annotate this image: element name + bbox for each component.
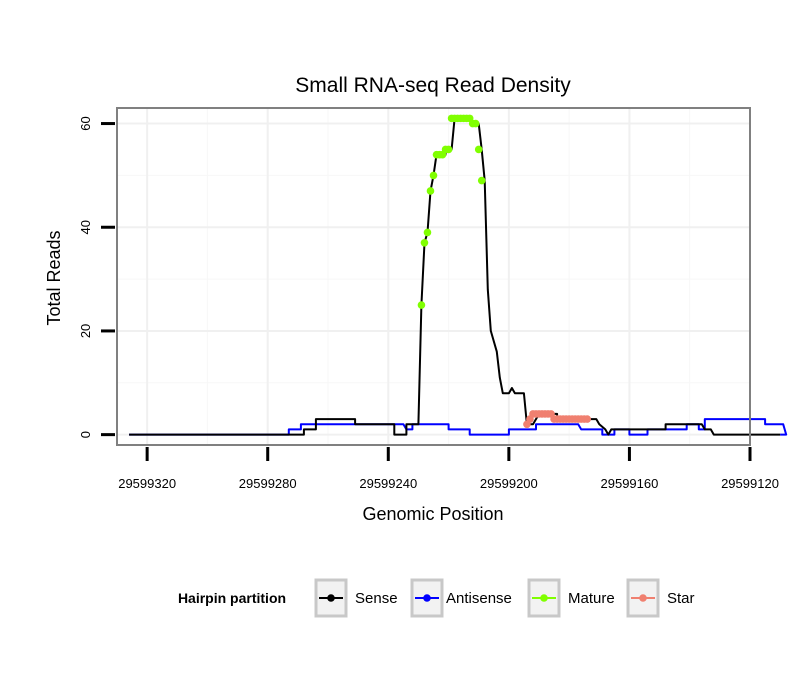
data-point-mature [429, 171, 438, 180]
x-tick-label: 29599280 [239, 476, 297, 491]
series-lines [129, 117, 788, 436]
series-points [417, 114, 592, 429]
x-tick-label: 29599320 [118, 476, 176, 491]
x-tick-label: 29599120 [721, 476, 779, 491]
data-point-mature [420, 239, 429, 247]
y-axis-label: Total Reads [44, 230, 64, 325]
y-tick-label: 20 [78, 324, 93, 338]
legend-key-dot-sense [327, 594, 335, 602]
y-tick-label: 0 [78, 431, 93, 438]
legend-key-dot-mature [540, 594, 548, 602]
legend-key-dot-star [639, 594, 647, 602]
x-tick-label: 29599200 [480, 476, 538, 491]
x-axis-label: Genomic Position [362, 504, 503, 524]
legend-label-mature: Mature [568, 590, 615, 607]
plot-area [117, 108, 750, 445]
data-point-mature [471, 119, 480, 128]
y-tick-label: 60 [78, 116, 93, 130]
data-point-mature [444, 145, 453, 154]
data-point-mature [477, 176, 486, 185]
data-point-star [583, 415, 592, 423]
x-tick-label: 29599240 [359, 476, 417, 491]
legend: Hairpin partition Sense Antisense Mature St… [178, 578, 695, 618]
legend-label-sense: Sense [355, 590, 398, 607]
data-point-mature [423, 228, 432, 237]
x-tick-label: 29599160 [601, 476, 659, 491]
data-point-mature [417, 301, 426, 309]
plot-border [116, 107, 751, 446]
legend-key-dot-antisense [423, 594, 431, 602]
series-line-sense [129, 117, 781, 436]
data-point-mature [426, 187, 435, 195]
legend-title: Hairpin partition [178, 590, 286, 606]
legend-label-antisense: Antisense [446, 590, 512, 607]
y-axis: 0 20 40 60 [78, 116, 115, 438]
y-tick-label: 40 [78, 220, 93, 234]
grid-minor [117, 108, 750, 445]
chart-title: Small RNA-seq Read Density [295, 74, 571, 97]
legend-label-star: Star [667, 590, 695, 607]
data-point-mature [474, 145, 483, 154]
x-axis: 29599320 29599280 29599240 29599200 29599160… [118, 447, 779, 491]
